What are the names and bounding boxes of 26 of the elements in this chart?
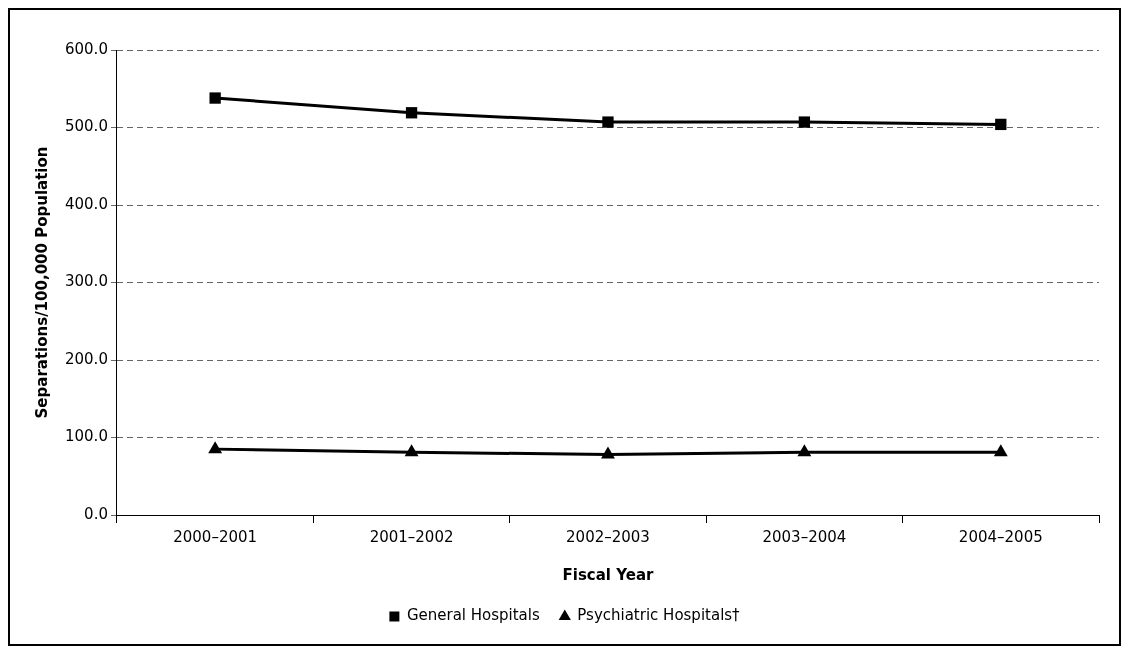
x-axis-title: Fiscal Year bbox=[562, 565, 655, 584]
x-tick-label: 2001–2002 bbox=[369, 527, 454, 546]
y-tick-label: 300.0 bbox=[64, 272, 108, 291]
point bbox=[405, 107, 418, 119]
legend-label: Psychiatric Hospitals† bbox=[577, 606, 741, 625]
y-tick-label: 600.0 bbox=[64, 39, 108, 58]
x-tick-label: 2004–2005 bbox=[958, 527, 1043, 546]
y-tick-label: 0.0 bbox=[84, 504, 108, 523]
x-tick-label: 2003–2004 bbox=[762, 527, 847, 546]
point bbox=[209, 92, 221, 104]
point bbox=[797, 444, 812, 457]
y-tick-label: 200.0 bbox=[64, 349, 108, 368]
point bbox=[404, 444, 419, 457]
point bbox=[208, 441, 223, 454]
x-tick-label: 2000–2001 bbox=[173, 527, 258, 546]
y-tick-label: 500.0 bbox=[64, 117, 108, 136]
point bbox=[993, 444, 1008, 457]
y-axis-title: Separations/100,000 Population bbox=[32, 146, 51, 419]
point bbox=[995, 118, 1007, 131]
point bbox=[798, 116, 811, 128]
x-tick-label: 2002–2003 bbox=[566, 527, 650, 546]
point bbox=[602, 116, 614, 128]
y-tick-label: 100.0 bbox=[64, 427, 108, 446]
legend-label: General Hospitals bbox=[406, 606, 540, 625]
y-tick-label: 400.0 bbox=[64, 194, 108, 213]
point bbox=[601, 446, 615, 459]
